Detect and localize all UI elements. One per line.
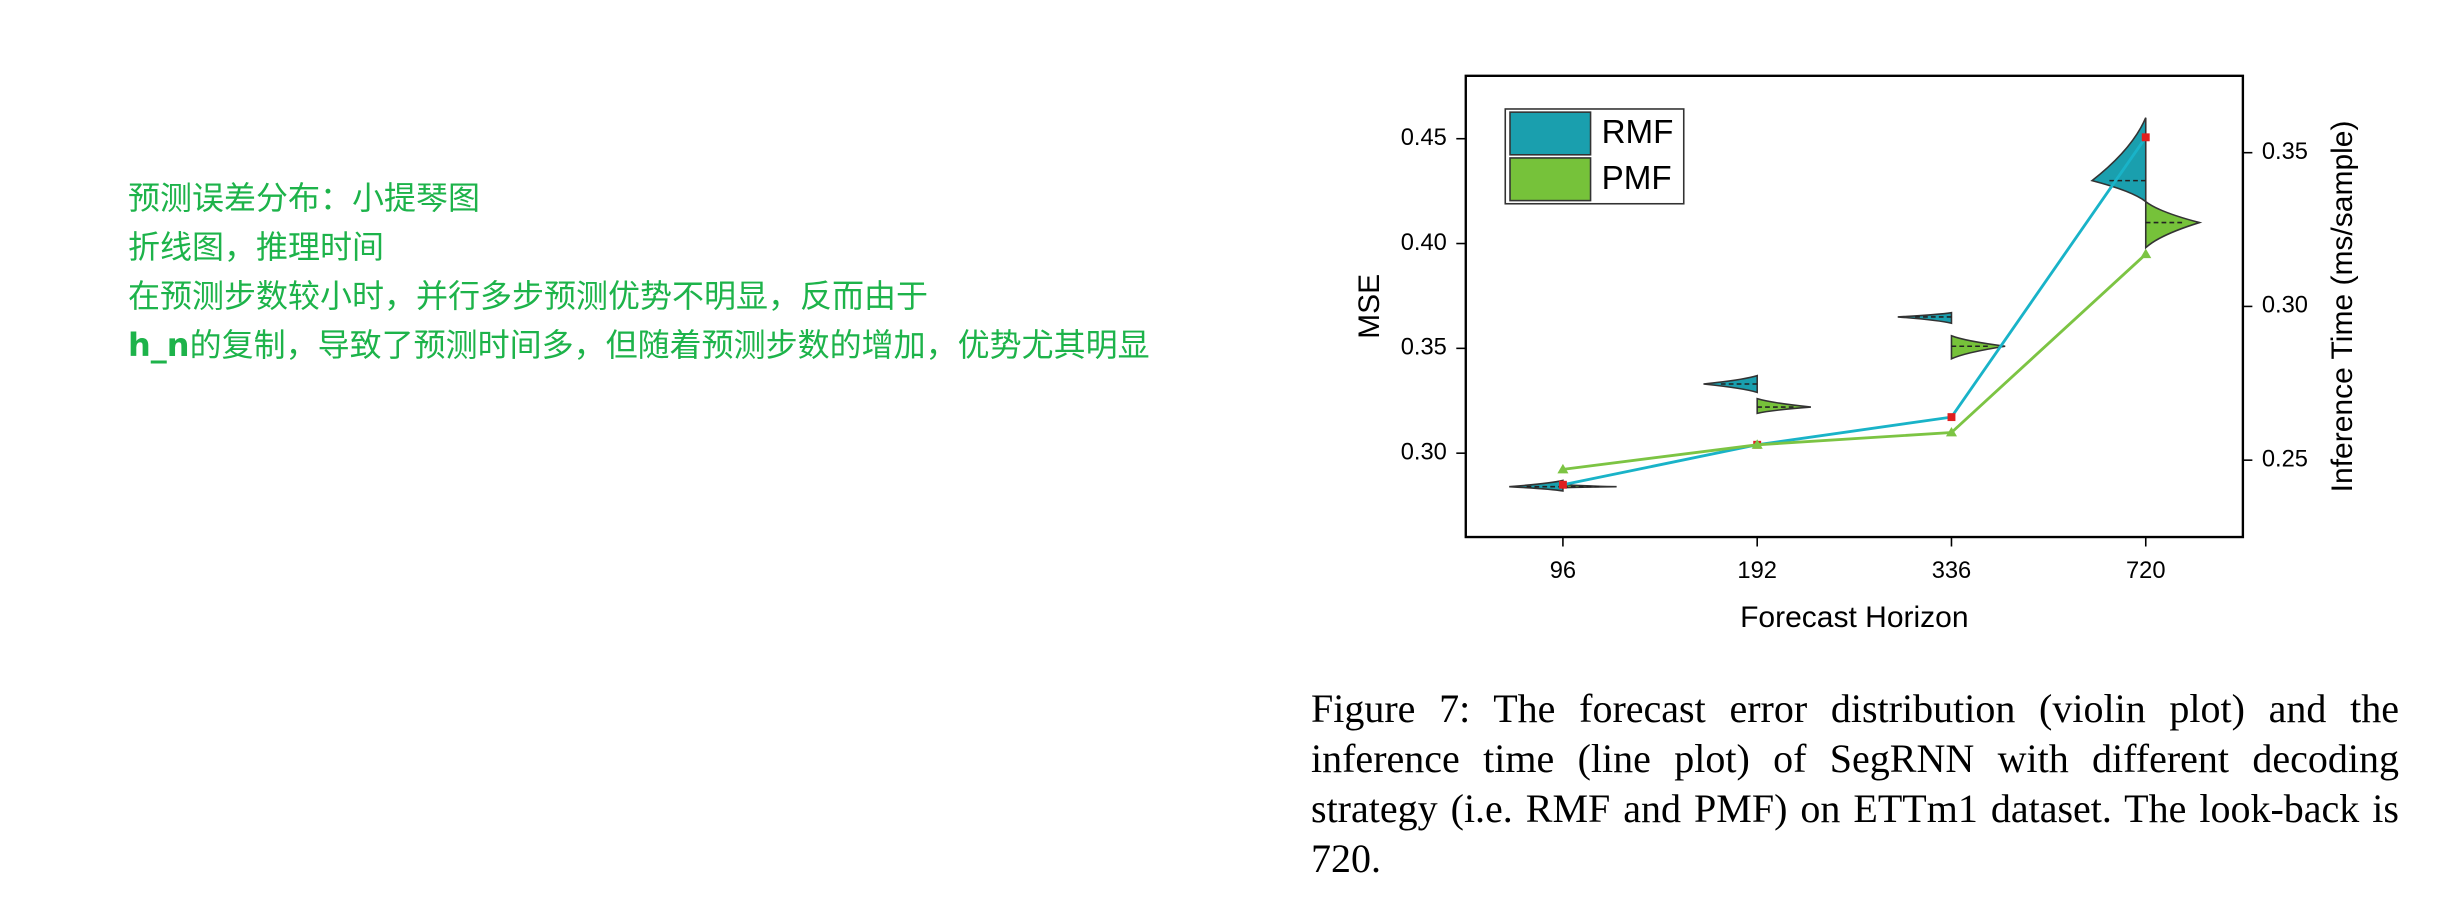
x-tick-label: 336 [1932,558,1972,584]
x-tick-label: 192 [1737,558,1777,584]
line [1562,136,2147,487]
legend-swatch [1509,157,1592,202]
legend-label: PMF [1602,160,1672,197]
violin [1509,479,1564,492]
caption: Figure 7: The forecast error distributio… [1311,686,2399,881]
marker [2140,248,2152,259]
note-rest: 的复制，导致了预测时间多，但随着预测步数的增加，优势尤其明显 [189,326,1150,364]
y2-tick-label: 0.35 [2262,139,2308,165]
marker [1945,426,1958,437]
note: 预测误差分布：小提琴图 [128,179,481,217]
note: 折线图，推理时间 [128,228,385,266]
note: 在预测步数较小时，并行多步预测优势不明显，反而由于 [128,277,929,315]
y2-tick-label: 0.30 [2262,293,2308,319]
y-tick-label: 0.40 [1401,230,1447,256]
y-tick-label: 0.30 [1401,439,1447,465]
y-axis-title: MSE [1353,274,1386,339]
marker [1558,480,1567,489]
y-tick-label: 0.35 [1401,335,1447,361]
violin [2144,199,2203,250]
violin [2090,117,2147,204]
marker [1557,463,1569,474]
legend-label: RMF [1602,114,1674,151]
marker [2141,133,2150,142]
violin [1897,311,1953,325]
legend-swatch [1509,111,1592,156]
marker [1751,439,1763,449]
y2-axis-title: Inference Time (ms/sample) [2326,121,2359,493]
y2-tick-label: 0.25 [2262,446,2308,472]
violin [1950,334,2006,361]
note: h_n的复制，导致了预测时间多，但随着预测步数的增加，优势尤其明显 [128,321,1150,370]
x-axis-title: Forecast Horizon [1740,601,1968,634]
marker [1947,413,1956,422]
line [1562,253,2147,471]
x-tick-label: 96 [1550,558,1576,584]
note-bold: h_n [128,326,190,364]
x-tick-label: 720 [2126,558,2166,584]
notes: 预测误差分布：小提琴图 折线图，推理时间 在预测步数较小时，并行多步预测优势不明… [128,174,1150,370]
y-tick-label: 0.45 [1401,125,1447,151]
violin [1756,397,1811,415]
